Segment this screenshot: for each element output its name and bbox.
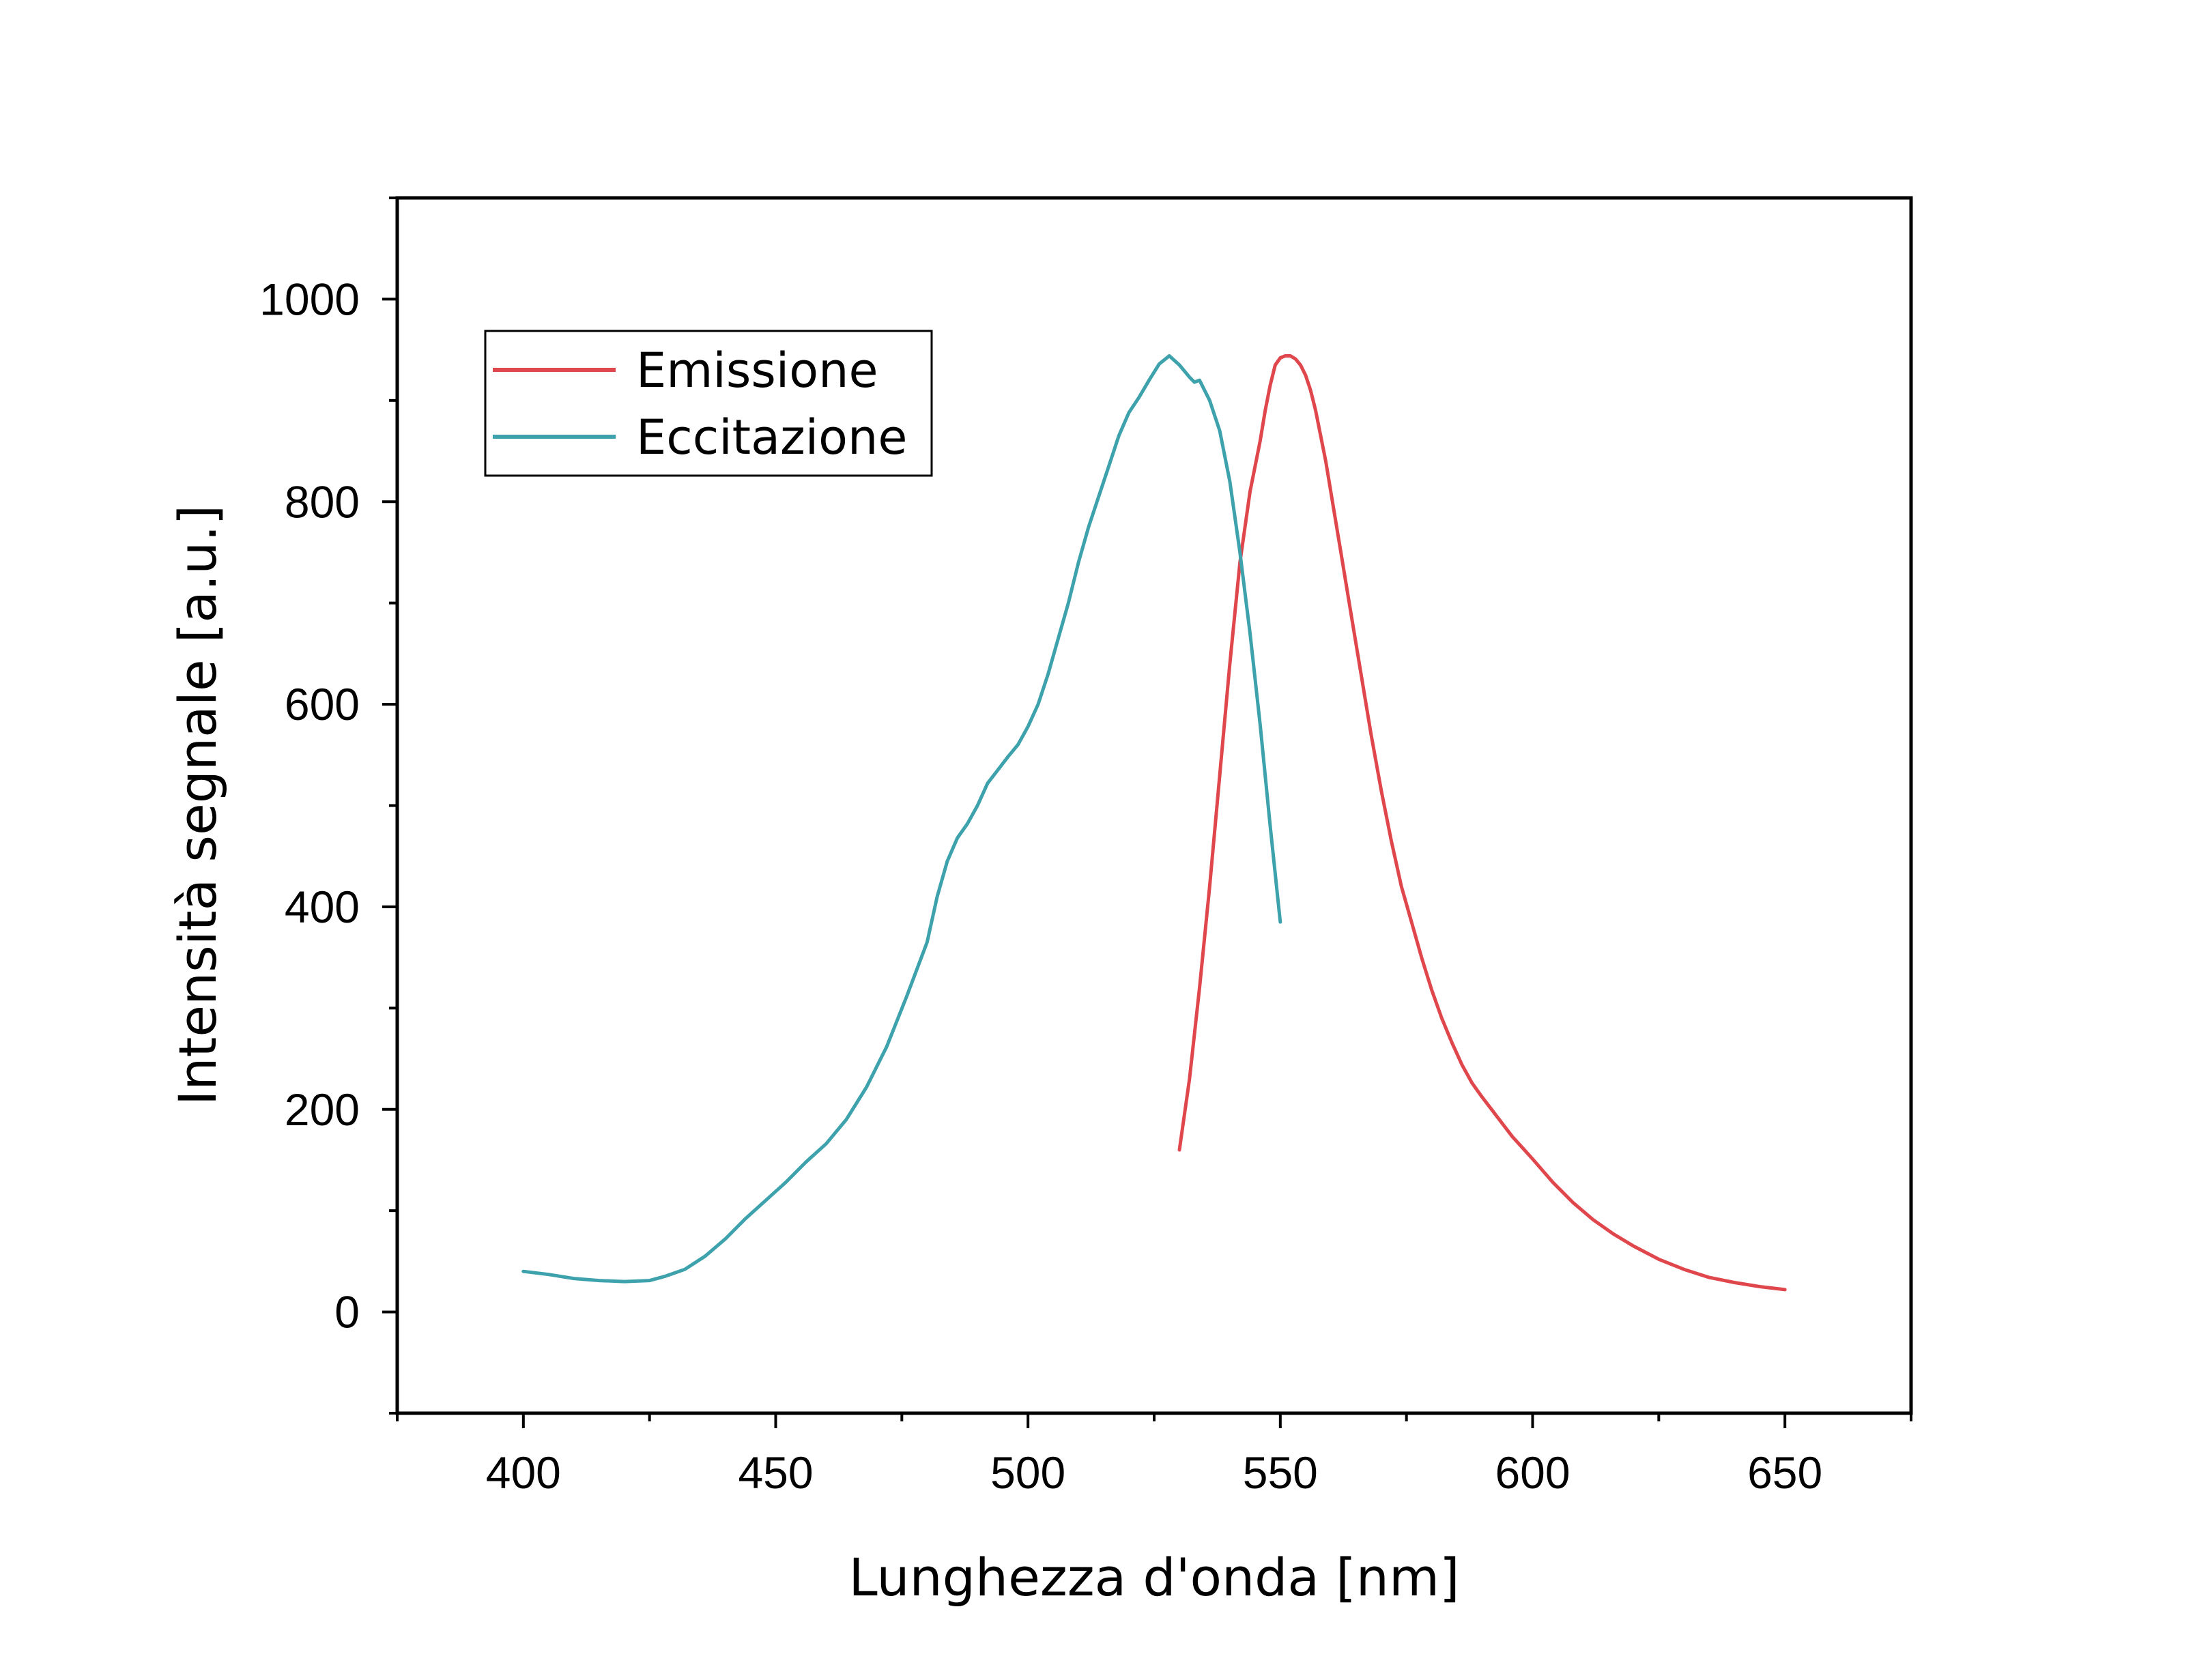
x-tick-label: 650 xyxy=(1747,1447,1822,1498)
x-tick-label: 550 xyxy=(1243,1447,1318,1498)
x-axis-ticks: 400 450 500 550 600 650 xyxy=(396,1413,1912,1498)
legend-box xyxy=(484,330,933,477)
y-tick-label: 600 xyxy=(285,679,360,729)
x-axis-title: Lunghezza d'onda [nm] xyxy=(848,1547,1459,1608)
series-line-eccitazione xyxy=(521,354,1282,1284)
series-line-emissione xyxy=(1177,354,1787,1292)
y-tick-label: 0 xyxy=(334,1287,360,1337)
y-axis-ticks: 0 200 400 600 800 1000 xyxy=(259,197,397,1415)
x-tick-label: 500 xyxy=(990,1447,1065,1498)
legend-label-eccitazione: Eccitazione xyxy=(636,409,907,465)
legend: Emissione Eccitazione xyxy=(484,330,933,477)
x-tick-label: 450 xyxy=(738,1447,813,1498)
x-tick-label: 400 xyxy=(486,1447,561,1498)
y-tick-label: 800 xyxy=(285,476,360,527)
y-axis-title: Intensità segnale [a.u.] xyxy=(167,505,228,1105)
y-tick-label: 400 xyxy=(285,882,360,932)
y-tick-label: 200 xyxy=(285,1084,360,1135)
x-tick-label: 600 xyxy=(1495,1447,1570,1498)
series-layer xyxy=(521,354,1787,1292)
legend-label-emissione: Emissione xyxy=(636,343,878,399)
y-tick-label: 1000 xyxy=(259,274,360,324)
